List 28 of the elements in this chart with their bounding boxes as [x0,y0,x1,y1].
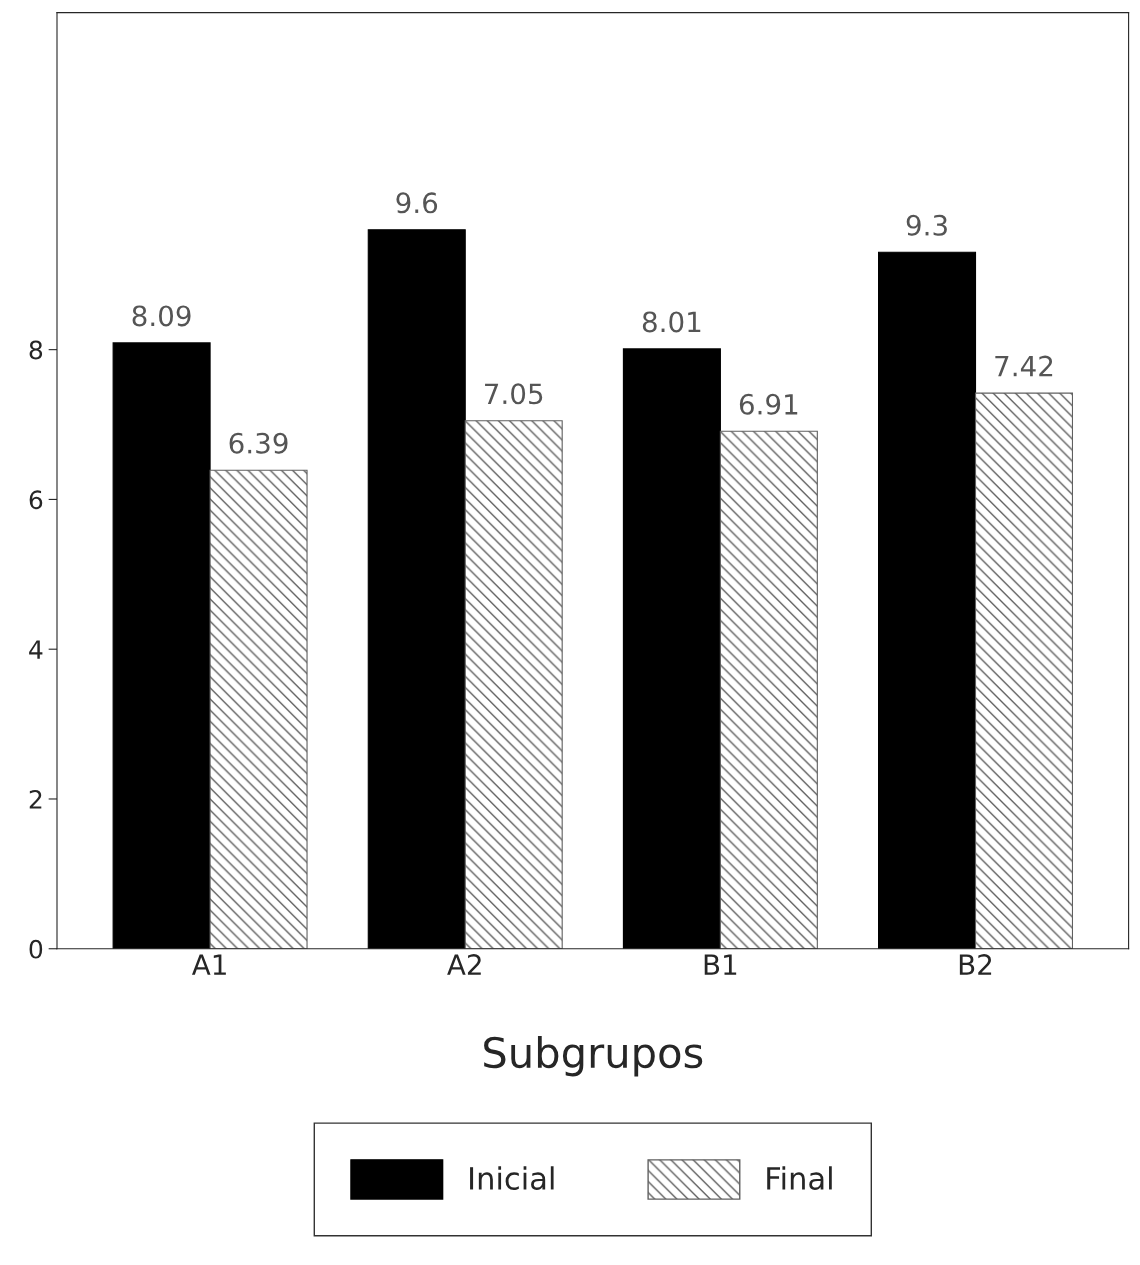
data-label: 9.6 [396,192,438,214]
bar [878,251,977,949]
legend-label: Final [767,1166,832,1190]
bar [622,348,721,949]
bar [112,342,211,949]
bar [367,229,466,949]
data-label: 9.3 [906,214,947,236]
bar [464,420,563,949]
data-label: 7.05 [485,383,543,405]
x-tick-label: A2 [447,954,481,975]
data-label: 8.09 [132,305,191,327]
legend-label: Inicial [470,1166,554,1190]
x-tick-label: B1 [704,954,737,975]
bar [209,469,308,949]
y-tick-label: 6 [29,490,43,510]
x-tick-label: A1 [191,954,226,975]
data-label: 6.91 [739,393,798,415]
data-label: 8.01 [642,311,701,333]
data-label: 6.39 [229,432,288,454]
x-axis-title: Subgrupos [484,1036,703,1077]
y-tick-label: 2 [29,789,42,809]
y-tick-label: 0 [29,939,43,959]
data-label: 7.42 [995,355,1053,377]
bar [974,392,1074,949]
x-tick-label: B2 [959,954,992,975]
y-tick-label: 4 [29,640,43,659]
bar [719,430,818,949]
y-tick-label: 8 [29,340,43,360]
